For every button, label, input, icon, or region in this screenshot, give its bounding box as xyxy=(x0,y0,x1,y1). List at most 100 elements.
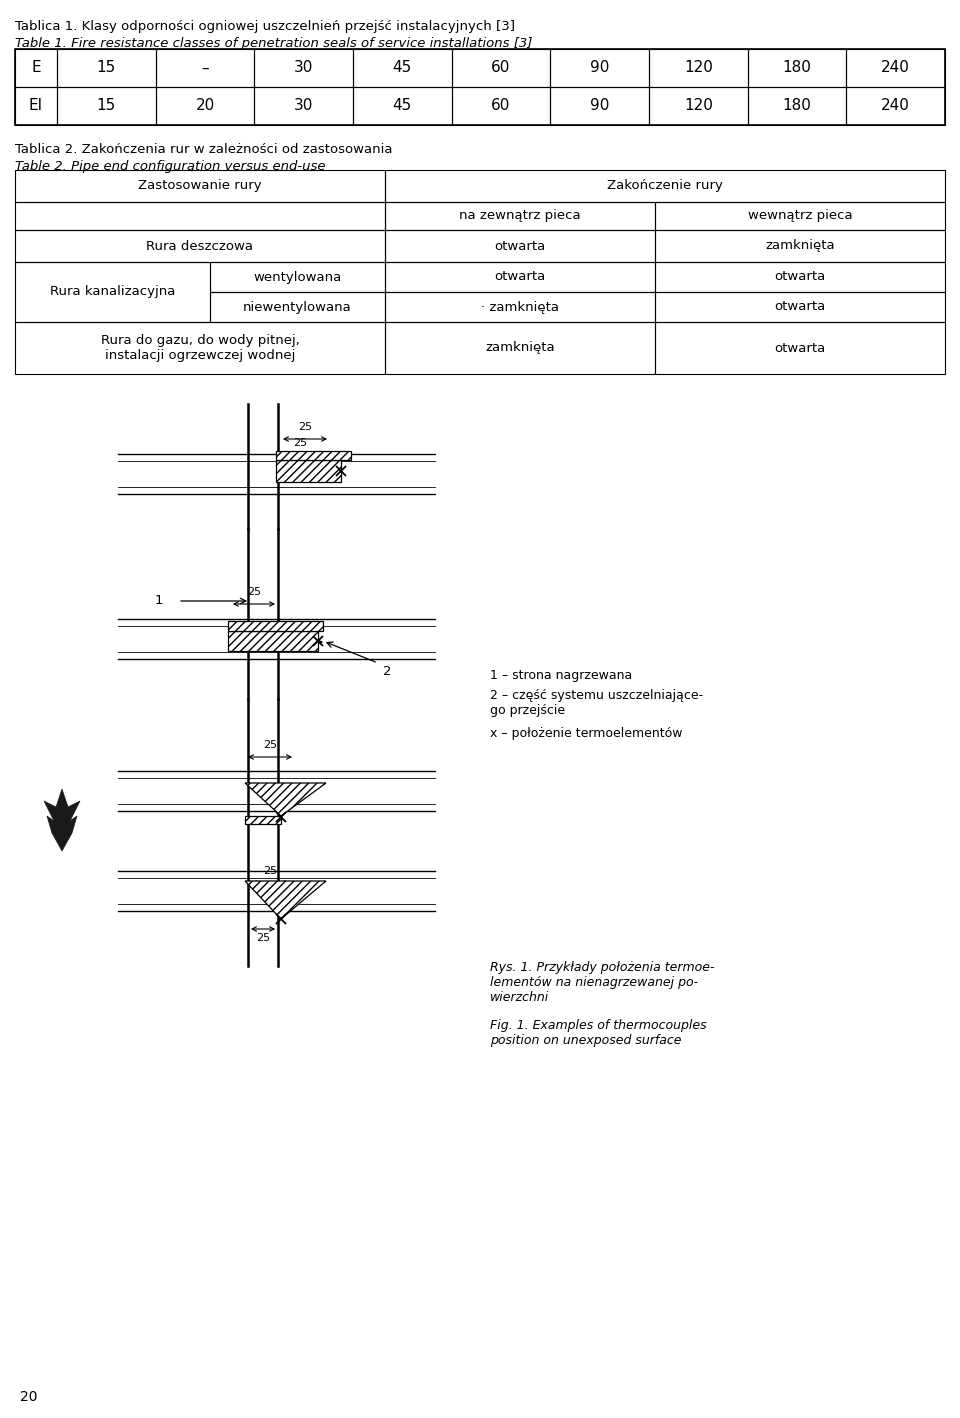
Text: 25: 25 xyxy=(263,740,277,750)
Bar xyxy=(385,292,655,322)
Text: 25: 25 xyxy=(298,423,312,432)
Text: Zastosowanie rury: Zastosowanie rury xyxy=(138,180,262,193)
Bar xyxy=(228,631,318,651)
Polygon shape xyxy=(245,783,326,815)
Text: 1 – strona nagrzewana: 1 – strona nagrzewana xyxy=(490,669,633,682)
Text: 180: 180 xyxy=(782,61,811,75)
Text: wewnątrz pieca: wewnątrz pieca xyxy=(748,210,852,223)
Text: 90: 90 xyxy=(590,98,610,113)
Text: otwarta: otwarta xyxy=(775,271,826,284)
Bar xyxy=(15,230,385,262)
Text: 60: 60 xyxy=(492,61,511,75)
Bar xyxy=(655,292,945,322)
Bar xyxy=(385,201,655,230)
Text: Table 1. Fire resistance classes of penetration seals of service installations [: Table 1. Fire resistance classes of pene… xyxy=(15,37,533,50)
Text: 25: 25 xyxy=(294,438,307,448)
Text: 15: 15 xyxy=(97,98,116,113)
Text: na zewnątrz pieca: na zewnątrz pieca xyxy=(459,210,581,223)
Bar xyxy=(15,86,57,125)
Bar xyxy=(451,86,550,125)
Bar xyxy=(15,50,945,125)
Text: otwarta: otwarta xyxy=(494,271,545,284)
Text: Zakończenie rury: Zakończenie rury xyxy=(607,180,723,193)
Text: E: E xyxy=(31,61,41,75)
Text: x – położenie termoelementów: x – położenie termoelementów xyxy=(490,727,683,740)
Bar xyxy=(276,451,351,459)
Polygon shape xyxy=(44,788,80,851)
Text: Tablica 1. Klasy odporności ogniowej uszczelnień przejść instalacyjnych [3]: Tablica 1. Klasy odporności ogniowej usz… xyxy=(15,20,515,33)
Text: 30: 30 xyxy=(294,98,313,113)
Text: EI: EI xyxy=(29,98,43,113)
Bar xyxy=(385,322,655,374)
Bar xyxy=(57,86,156,125)
Bar xyxy=(655,230,945,262)
Text: 45: 45 xyxy=(393,98,412,113)
Bar xyxy=(156,50,254,86)
Bar xyxy=(57,50,156,86)
Bar xyxy=(385,262,655,292)
Bar xyxy=(550,86,649,125)
Text: 25: 25 xyxy=(247,587,261,597)
Text: · zamknięta: · zamknięta xyxy=(481,301,559,313)
Text: Rura deszczowa: Rura deszczowa xyxy=(147,240,253,252)
Text: 2 – część systemu uszczelniające-
go przejście: 2 – część systemu uszczelniające- go prz… xyxy=(490,689,703,718)
Bar xyxy=(15,170,385,201)
Bar xyxy=(748,50,847,86)
Bar xyxy=(353,86,451,125)
Text: 2: 2 xyxy=(383,665,392,678)
Text: 120: 120 xyxy=(684,98,712,113)
Text: zamknięta: zamknięta xyxy=(765,240,835,252)
Bar xyxy=(748,86,847,125)
Text: 25: 25 xyxy=(295,625,309,635)
Bar xyxy=(228,621,323,631)
Text: Rys. 1. Przykłady położenia termoe-
lementów na nienagrzewanej po-
wierzchni: Rys. 1. Przykłady położenia termoe- leme… xyxy=(490,961,714,1004)
Bar xyxy=(245,815,281,824)
Bar xyxy=(649,86,748,125)
Bar xyxy=(353,50,451,86)
Bar xyxy=(655,201,945,230)
Bar xyxy=(385,230,655,262)
Text: Rura do gazu, do wody pitnej,
instalacji ogrzewczej wodnej: Rura do gazu, do wody pitnej, instalacji… xyxy=(101,335,300,362)
Text: 1: 1 xyxy=(155,594,163,607)
Text: 25: 25 xyxy=(290,462,304,472)
Text: 30: 30 xyxy=(294,61,313,75)
Text: Rura kanalizacyjna: Rura kanalizacyjna xyxy=(50,285,175,299)
Text: otwarta: otwarta xyxy=(775,342,826,354)
Text: Table 2. Pipe end configuration versus end-use: Table 2. Pipe end configuration versus e… xyxy=(15,160,325,173)
Text: Fig. 1. Examples of thermocouples
position on unexposed surface: Fig. 1. Examples of thermocouples positi… xyxy=(490,1020,707,1046)
Bar xyxy=(655,322,945,374)
Text: 90: 90 xyxy=(590,61,610,75)
Text: 25: 25 xyxy=(256,933,270,943)
Bar xyxy=(847,86,945,125)
Bar xyxy=(550,50,649,86)
Text: Tablica 2. Zakończenia rur w zależności od zastosowania: Tablica 2. Zakończenia rur w zależności … xyxy=(15,143,393,156)
Bar xyxy=(649,50,748,86)
Text: 240: 240 xyxy=(881,61,910,75)
Bar xyxy=(15,50,57,86)
Bar xyxy=(655,262,945,292)
Text: 20: 20 xyxy=(196,98,215,113)
Bar xyxy=(210,292,385,322)
Text: 60: 60 xyxy=(492,98,511,113)
Text: wentylowana: wentylowana xyxy=(253,271,342,284)
Polygon shape xyxy=(245,881,326,919)
Bar xyxy=(15,322,385,374)
Text: 25: 25 xyxy=(263,866,277,876)
Text: 45: 45 xyxy=(393,61,412,75)
Text: 240: 240 xyxy=(881,98,910,113)
Text: zamknięta: zamknięta xyxy=(485,342,555,354)
Bar xyxy=(15,262,210,322)
Text: 120: 120 xyxy=(684,61,712,75)
Text: –: – xyxy=(202,61,209,75)
Bar xyxy=(156,86,254,125)
Bar xyxy=(385,170,945,201)
Text: 180: 180 xyxy=(782,98,811,113)
Bar xyxy=(210,262,385,292)
Text: otwarta: otwarta xyxy=(775,301,826,313)
Bar xyxy=(847,50,945,86)
Text: otwarta: otwarta xyxy=(494,240,545,252)
Text: 20: 20 xyxy=(20,1390,37,1404)
Bar xyxy=(15,201,385,230)
Bar xyxy=(276,459,341,482)
Text: niewentylowana: niewentylowana xyxy=(243,301,352,313)
